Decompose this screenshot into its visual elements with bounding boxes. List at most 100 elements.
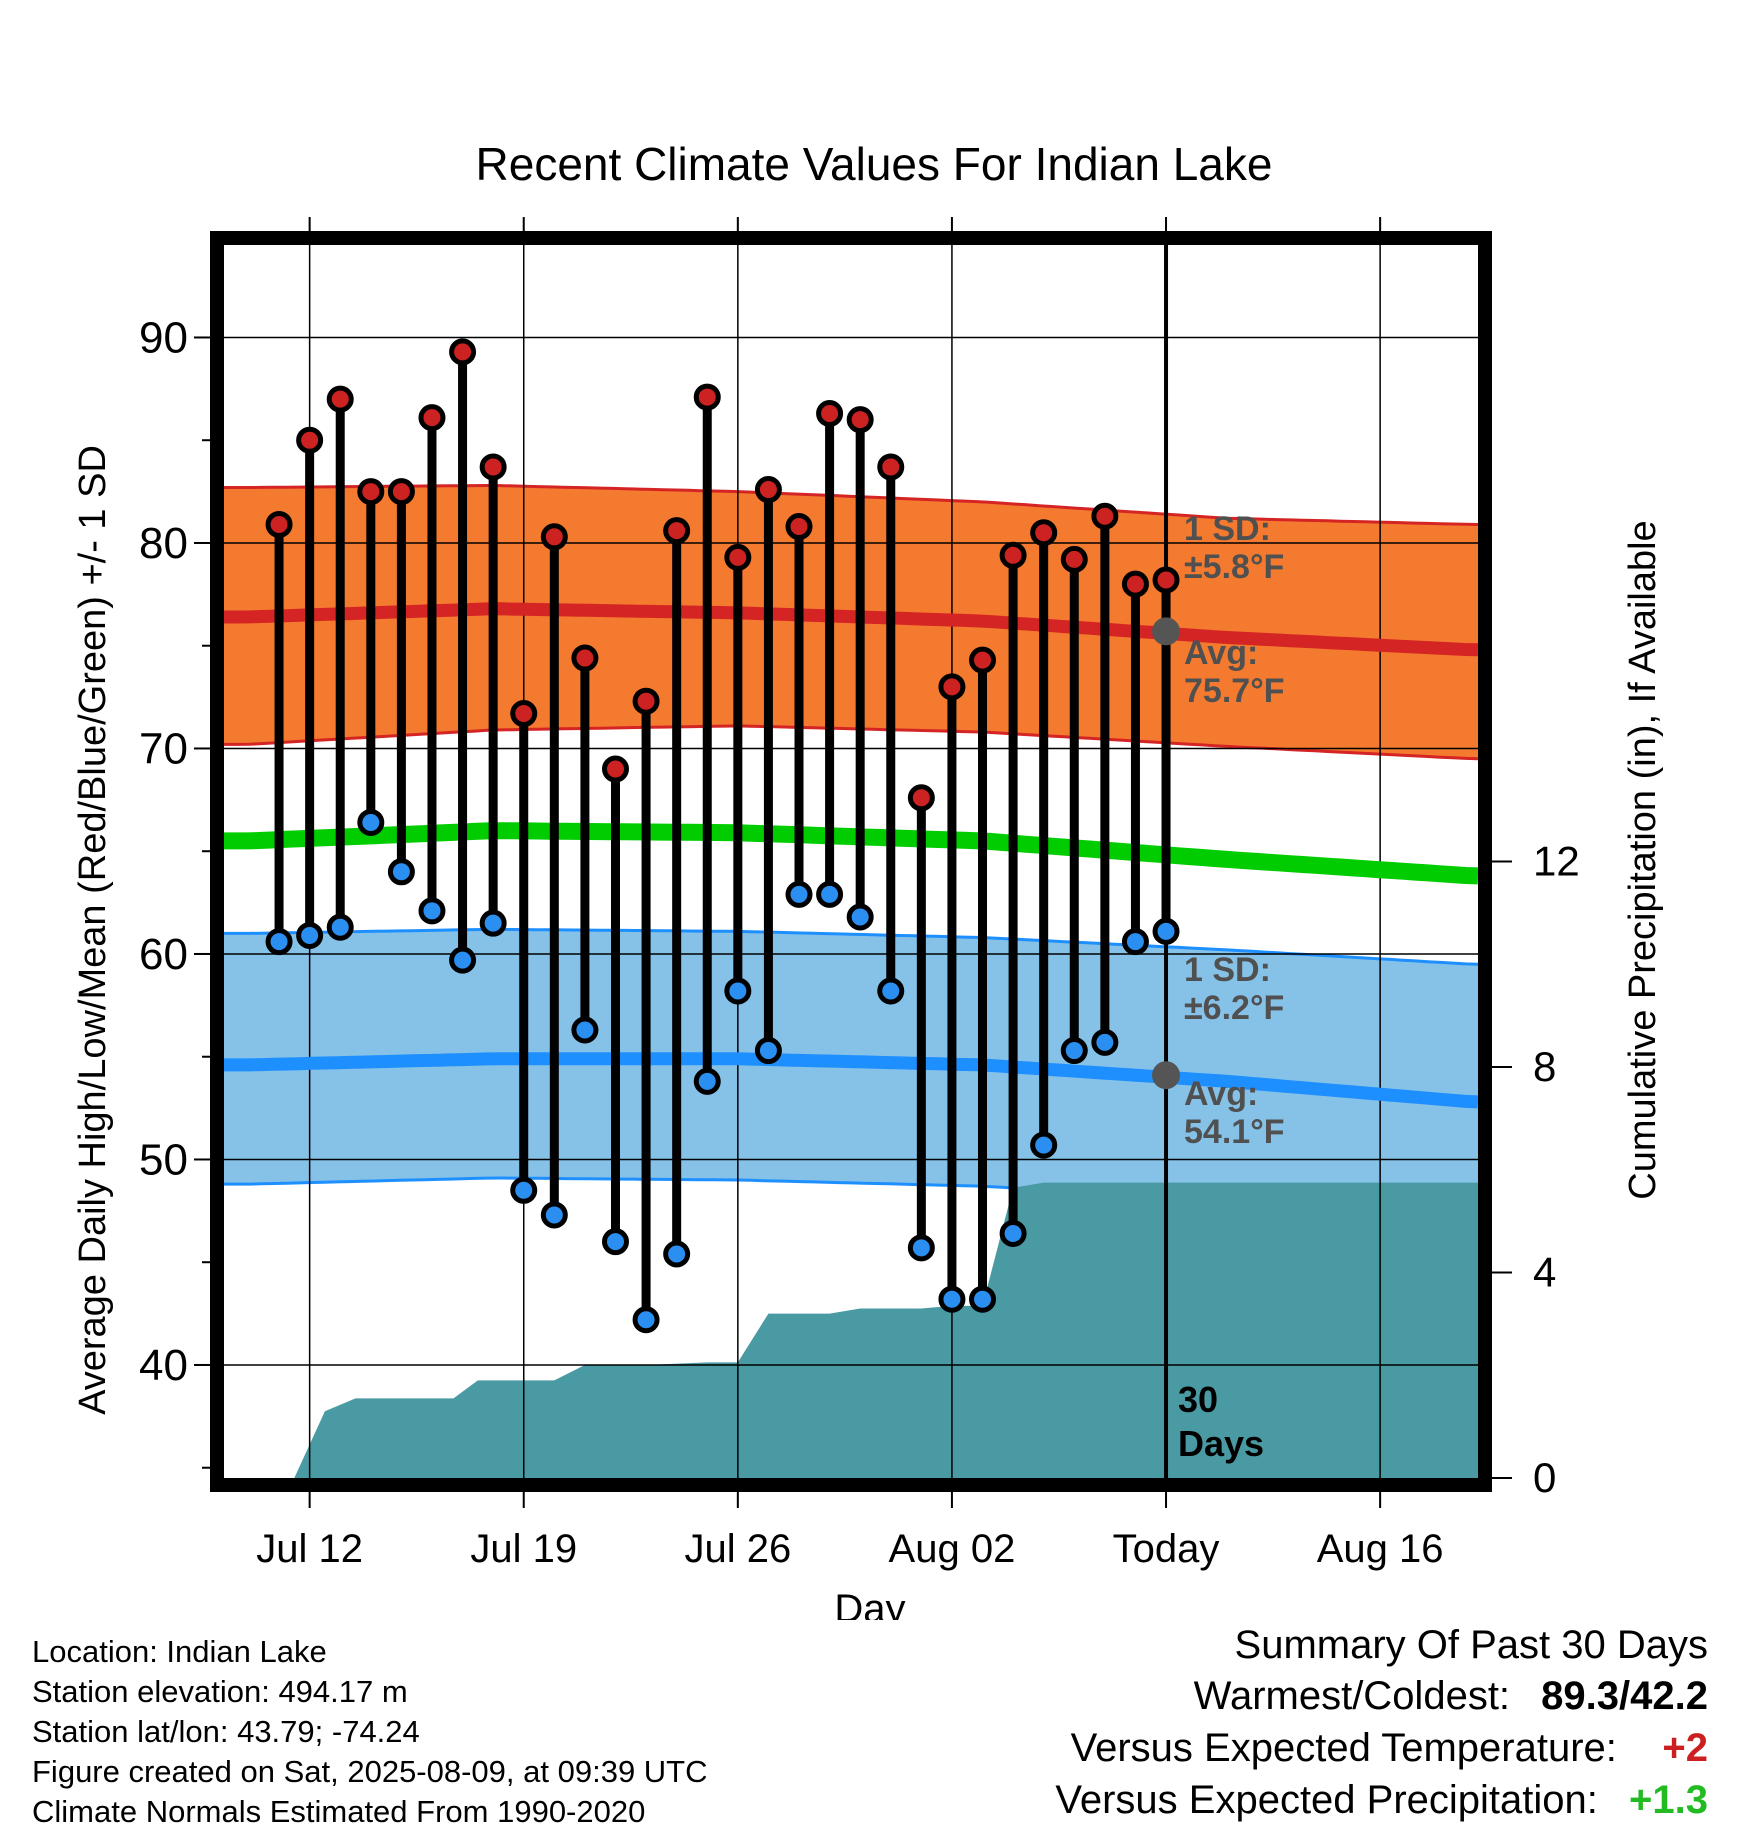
- today-days-label-1: Days: [1178, 1423, 1264, 1464]
- warm-cold-label: Warmest/Coldest:: [1193, 1674, 1511, 1718]
- precip-value: +1.3: [1629, 1778, 1708, 1822]
- observed-high-point-22: [907, 784, 935, 812]
- low-sd-annotation-1: ±6.2°F: [1184, 989, 1284, 1027]
- x-tick-label-1: Jul 19: [470, 1527, 577, 1571]
- x-tick-label-2: Jul 26: [684, 1527, 791, 1571]
- observed-low-point-17: [754, 1037, 782, 1065]
- x-tick-label-0: Jul 12: [256, 1527, 363, 1571]
- chart-title: Recent Climate Values For Indian Lake: [476, 138, 1273, 190]
- observed-high-point-18: [785, 513, 813, 541]
- y-tick-label-5: 90: [139, 313, 188, 362]
- precipitation-area: [294, 1182, 1478, 1478]
- observed-high-point-28: [1091, 502, 1119, 530]
- plot-border: [210, 231, 1492, 1492]
- warm-cold-row: Warmest/Coldest: 89.3/42.2: [1055, 1670, 1708, 1722]
- observed-high-point-1: [265, 510, 293, 538]
- observed-high-point-6: [418, 404, 446, 432]
- temp-row: Versus Expected Temperature: +2: [1055, 1722, 1708, 1774]
- y2-tick-label-1: 4: [1533, 1249, 1556, 1296]
- observed-high-point-12: [601, 755, 629, 783]
- low-sd-band-upper-edge: [224, 927, 1478, 966]
- y2-tick-label-2: 8: [1533, 1043, 1556, 1090]
- observed-high-point-8: [479, 453, 507, 481]
- observed-low-point-12: [601, 1228, 629, 1256]
- observed-high-point-11: [571, 644, 599, 672]
- low-avg-annotation-0: Avg:: [1184, 1075, 1258, 1113]
- temp-value: +2: [1662, 1726, 1708, 1770]
- observed-high-point-13: [632, 687, 660, 715]
- observed-high-point-26: [1030, 519, 1058, 547]
- observed-low-point-8: [479, 909, 507, 937]
- observed-low-point-4: [357, 808, 385, 836]
- observed-high-point-7: [449, 338, 477, 366]
- observed-low-point-18: [785, 880, 813, 908]
- observed-high-point-17: [754, 476, 782, 504]
- observed-high-point-16: [724, 543, 752, 571]
- observed-low-point-13: [632, 1306, 660, 1334]
- high-sd-annotation-0: 1 SD:: [1184, 510, 1271, 548]
- observed-low-point-20: [846, 903, 874, 931]
- observed-low-point-16: [724, 977, 752, 1005]
- observed-high-point-21: [877, 453, 905, 481]
- summary-title: Summary Of Past 30 Days: [1234, 1623, 1708, 1667]
- low-avg-marker: [1152, 1061, 1181, 1090]
- observed-high-point-9: [510, 700, 538, 728]
- observed-values: [265, 338, 1180, 1334]
- x-axis-label: Day: [834, 1587, 905, 1620]
- precip-label: Versus Expected Precipitation:: [1055, 1778, 1598, 1822]
- observed-low-point-28: [1091, 1028, 1119, 1056]
- observed-high-point-30: [1152, 566, 1180, 594]
- y-tick-label-1: 50: [139, 1135, 188, 1184]
- y2-tick-label-0: 0: [1533, 1454, 1556, 1501]
- observed-high-point-14: [663, 517, 691, 545]
- high-avg-annotation-0: Avg:: [1184, 634, 1258, 672]
- observed-low-point-30: [1152, 917, 1180, 945]
- observed-low-point-5: [387, 858, 415, 886]
- observed-high-point-2: [296, 426, 324, 454]
- y2-tick-label-3: 12: [1533, 838, 1580, 885]
- climate-chart: Recent Climate Values For Indian Lake 1 …: [72, 138, 1664, 1620]
- low-avg-annotation-1: 54.1°F: [1184, 1113, 1285, 1151]
- observed-low-point-22: [907, 1234, 935, 1262]
- observed-high-point-23: [938, 673, 966, 701]
- observed-high-point-27: [1060, 545, 1088, 573]
- observed-low-point-11: [571, 1016, 599, 1044]
- observed-low-point-14: [663, 1240, 691, 1268]
- normals-text: Climate Normals Estimated From 1990-2020: [32, 1794, 646, 1829]
- x-tick-label-5: Aug 16: [1317, 1527, 1444, 1571]
- y-tick-label-2: 60: [139, 930, 188, 979]
- observed-high-point-15: [693, 383, 721, 411]
- observed-low-point-7: [449, 946, 477, 974]
- station-info: Location: Indian Lake Station elevation:…: [32, 1632, 708, 1832]
- observed-high-point-29: [1121, 570, 1149, 598]
- y2-axis-label: Cumulative Precipitation (in), If Availa…: [1622, 520, 1664, 1199]
- location-text: Location: Indian Lake: [32, 1634, 327, 1669]
- observed-low-point-9: [510, 1176, 538, 1204]
- high-sd-annotation-1: ±5.8°F: [1184, 548, 1284, 586]
- y-tick-label-3: 70: [139, 724, 188, 773]
- observed-low-point-15: [693, 1067, 721, 1095]
- observed-low-point-6: [418, 897, 446, 925]
- created-text: Figure created on Sat, 2025-08-09, at 09…: [32, 1754, 708, 1789]
- low-sd-annotation-0: 1 SD:: [1184, 951, 1271, 989]
- x-tick-label-4: Today: [1113, 1527, 1220, 1571]
- today-days-label-0: 30: [1178, 1379, 1218, 1420]
- high-avg-annotation-1: 75.7°F: [1184, 672, 1285, 710]
- observed-low-point-27: [1060, 1037, 1088, 1065]
- observed-high-point-24: [969, 646, 997, 674]
- elevation-text: Station elevation: 494.17 m: [32, 1674, 408, 1709]
- summary-panel: Summary Of Past 30 Days Warmest/Coldest:…: [1055, 1620, 1708, 1826]
- observed-low-point-21: [877, 977, 905, 1005]
- latlon-text: Station lat/lon: 43.79; -74.24: [32, 1714, 420, 1749]
- temp-label: Versus Expected Temperature:: [1070, 1726, 1617, 1770]
- observed-low-point-26: [1030, 1131, 1058, 1159]
- axes: Jul 12 Jul 19 Jul 26 Aug 02 Today Aug 1640506…: [139, 217, 1580, 1571]
- observed-low-point-25: [999, 1219, 1027, 1247]
- warm-cold-value: 89.3/42.2: [1541, 1674, 1708, 1718]
- observed-high-point-5: [387, 478, 415, 506]
- y-tick-label-0: 40: [139, 1341, 188, 1390]
- observed-high-point-20: [846, 406, 874, 434]
- y-axis-label: Average Daily High/Low/Mean (Red/Blue/Gr…: [72, 445, 114, 1415]
- observed-low-point-29: [1121, 928, 1149, 956]
